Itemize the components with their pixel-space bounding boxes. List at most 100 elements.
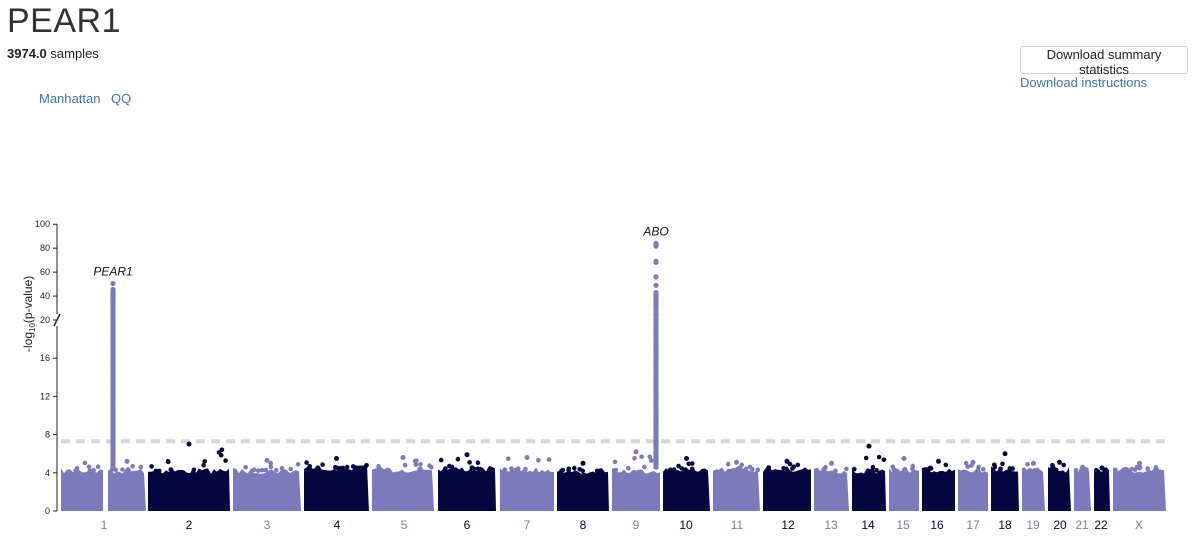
- hit-point[interactable]: [110, 342, 116, 348]
- hit-point[interactable]: [110, 430, 116, 436]
- hit-point[interactable]: [110, 369, 116, 375]
- hit-point[interactable]: [110, 353, 116, 359]
- chromosome-7-peak-point[interactable]: [524, 455, 530, 460]
- hit-point[interactable]: [110, 411, 116, 417]
- hit-point[interactable]: [653, 411, 659, 417]
- chromosome-13-point: [833, 468, 838, 474]
- hit-point[interactable]: [653, 259, 659, 265]
- chromosome-1-peak-point[interactable]: [124, 458, 130, 464]
- hit-point[interactable]: [110, 338, 116, 344]
- chromosome-6-peak-point[interactable]: [464, 452, 470, 458]
- chromosome-22-point: [1104, 469, 1110, 474]
- hit-point[interactable]: [110, 326, 116, 333]
- hit-point[interactable]: [110, 414, 116, 420]
- chromosome-11-peak-point[interactable]: [734, 459, 739, 465]
- chromosome-2-points: [148, 468, 230, 511]
- x-tick-label: 11: [731, 518, 744, 532]
- hit-point[interactable]: [110, 453, 116, 459]
- chromosome-12-peak-point[interactable]: [784, 458, 790, 464]
- hit-point[interactable]: [110, 380, 116, 386]
- download-instructions-link[interactable]: Download instructions: [1020, 75, 1148, 90]
- hit-point[interactable]: [110, 388, 116, 394]
- x-tick-label: 9: [633, 518, 640, 532]
- chromosome-5-point: [402, 462, 408, 468]
- chromosome-19-point: [1027, 468, 1033, 473]
- hit-point[interactable]: [110, 319, 116, 325]
- chromosome-13-peak-point[interactable]: [829, 460, 834, 466]
- chromosome-6-point: [475, 466, 481, 472]
- chromosome-21-peak-point[interactable]: [1080, 464, 1085, 470]
- hit-point[interactable]: [110, 346, 116, 352]
- hit-point[interactable]: [110, 315, 116, 321]
- chromosome-3-peak-point[interactable]: [264, 457, 270, 463]
- hit-point[interactable]: [653, 282, 659, 288]
- chromosome-9-point: [642, 464, 647, 470]
- chromosome-16-point: [923, 467, 928, 472]
- hit-point[interactable]: [110, 280, 116, 287]
- chromosome-2-point: [153, 468, 159, 474]
- hit-point[interactable]: [110, 330, 116, 336]
- hit-abo-column: [653, 240, 659, 470]
- hit-point[interactable]: [110, 357, 116, 363]
- chromosome-14-peak-point[interactable]: [866, 443, 872, 449]
- chromosome-15-peak-point[interactable]: [901, 456, 907, 461]
- chromosome-X-peak-point[interactable]: [1137, 460, 1142, 466]
- hit-point[interactable]: [653, 324, 659, 330]
- hit-point[interactable]: [653, 460, 659, 466]
- hit-point[interactable]: [653, 316, 659, 322]
- tab-qq[interactable]: QQ: [111, 91, 132, 106]
- hit-point[interactable]: [110, 418, 116, 424]
- chromosome-4-peak-point[interactable]: [334, 456, 339, 461]
- hit-point[interactable]: [653, 243, 659, 249]
- download-summary-statistics-button[interactable]: Download summary statistics: [1020, 46, 1188, 77]
- hit-point[interactable]: [110, 399, 116, 405]
- x-tick-label: 15: [896, 518, 910, 532]
- hit-point[interactable]: [110, 449, 116, 455]
- chromosome-10-peak-point[interactable]: [684, 456, 689, 461]
- x-tick-label: 22: [1094, 518, 1108, 532]
- chromosome-19-peak-point[interactable]: [1031, 460, 1036, 466]
- hit-point[interactable]: [110, 422, 116, 428]
- hit-point[interactable]: [110, 323, 116, 329]
- hit-point[interactable]: [653, 334, 659, 340]
- hit-point[interactable]: [110, 372, 116, 378]
- hit-point[interactable]: [653, 391, 659, 398]
- chromosome-1-points: [108, 468, 146, 511]
- hit-point[interactable]: [110, 334, 116, 340]
- hit-point[interactable]: [110, 407, 116, 413]
- hit-point[interactable]: [110, 403, 116, 409]
- hit-point[interactable]: [110, 391, 116, 398]
- hit-point[interactable]: [110, 445, 116, 451]
- hit-point[interactable]: [653, 351, 659, 357]
- hit-point[interactable]: [110, 376, 116, 382]
- chromosome-5-point: [412, 458, 418, 464]
- hit-point[interactable]: [110, 456, 116, 462]
- chromosome-10-point: [671, 467, 677, 472]
- hit-point[interactable]: [110, 395, 116, 401]
- hit-point[interactable]: [110, 441, 116, 447]
- chromosome-17-peak-point[interactable]: [970, 459, 976, 465]
- hit-point[interactable]: [110, 433, 116, 440]
- chromosome-9-peak-point[interactable]: [633, 449, 639, 455]
- tab-manhattan[interactable]: Manhattan: [39, 91, 101, 106]
- hit-point[interactable]: [110, 361, 116, 367]
- hit-point[interactable]: [110, 384, 116, 390]
- hit-point[interactable]: [110, 437, 116, 443]
- chromosome-7-point: [546, 457, 552, 462]
- chromosome-5-peak-point[interactable]: [400, 455, 406, 460]
- hit-point[interactable]: [110, 349, 116, 356]
- chromosome-8-peak-point[interactable]: [580, 460, 586, 466]
- hit-point[interactable]: [110, 426, 116, 432]
- hit-point[interactable]: [653, 274, 659, 280]
- chromosome-2-point: [191, 467, 197, 473]
- hit-point[interactable]: [653, 369, 659, 375]
- hit-point[interactable]: [110, 460, 116, 466]
- chromosome-3-point: [251, 467, 257, 473]
- chromosome-2-peak-point[interactable]: [186, 441, 192, 447]
- hit-point[interactable]: [110, 365, 116, 371]
- chromosome-16-peak-point[interactable]: [936, 458, 941, 464]
- chromosome-20-peak-point[interactable]: [1057, 459, 1062, 465]
- chromosome-18-peak-point[interactable]: [1002, 451, 1008, 457]
- chromosome-14-point: [870, 465, 876, 470]
- chromosome-22-peak-point[interactable]: [1099, 465, 1105, 471]
